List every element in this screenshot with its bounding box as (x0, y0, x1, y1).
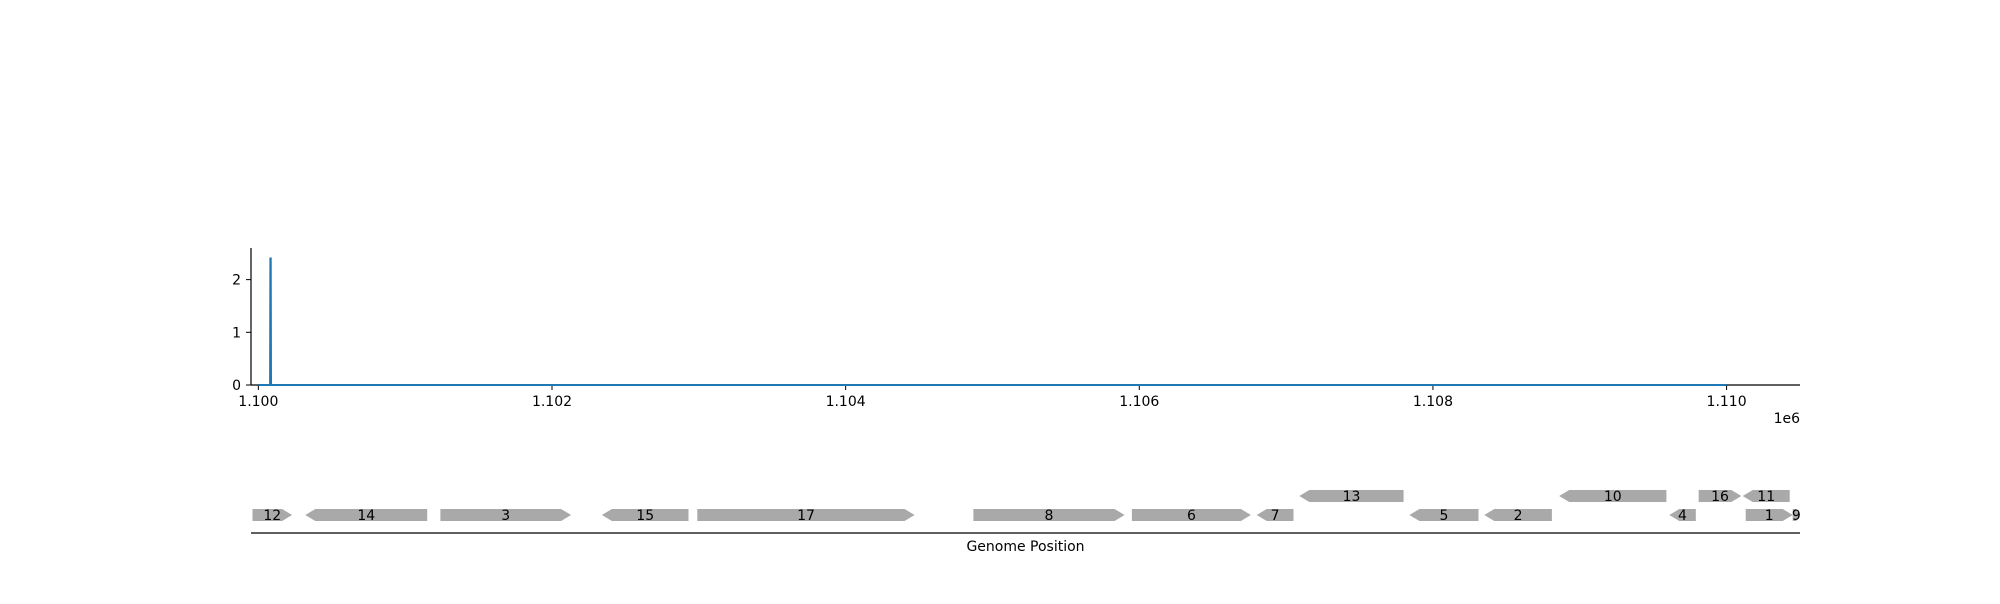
gene-feature-label: 6 (1187, 508, 1196, 524)
gene-feature-4 (1669, 509, 1696, 521)
gene-feature-label: 13 (1343, 489, 1361, 505)
gene-feature-label: 16 (1711, 489, 1729, 505)
gene-feature-7 (1256, 509, 1294, 521)
x-tick-label: 1.110 (1707, 394, 1747, 410)
gene-feature-label: 12 (263, 508, 281, 524)
gene-feature-11 (1742, 490, 1790, 502)
gene-feature-12 (252, 509, 293, 521)
y-ticks: 0 1 2 (232, 273, 251, 394)
y-tick-label: 2 (232, 273, 241, 289)
gene-feature-10 (1559, 490, 1667, 502)
gene-feature-label: 3 (501, 508, 510, 524)
x-tick-label: 1.102 (532, 394, 572, 410)
gene-feature-6 (1131, 509, 1251, 521)
gene-feature-label: 17 (797, 508, 815, 524)
x-ticks: 1.100 1.102 1.104 1.106 1.108 1.110 (238, 385, 1747, 410)
coverage-panel: 1.100 1.102 1.104 1.106 1.108 1.110 0 1 2 1e6 (232, 248, 1800, 427)
gene-feature-label: 10 (1604, 489, 1622, 505)
gene-feature-1 (1745, 509, 1793, 521)
x-tick-label: 1.100 (238, 394, 278, 410)
x-tick-label: 1.104 (826, 394, 866, 410)
gene-feature-label: 5 (1440, 508, 1449, 524)
gene-feature-17 (697, 509, 915, 521)
y-tick-label: 0 (232, 378, 241, 394)
gene-feature-label: 14 (357, 508, 375, 524)
gene-feature-label: 4 (1678, 508, 1687, 524)
gene-feature-15 (601, 509, 689, 521)
gene-feature-16 (1698, 490, 1742, 502)
gene-track-x-label: Genome Position (966, 539, 1084, 555)
gene-feature-label: 15 (636, 508, 654, 524)
gene-feature-9 (1792, 509, 1800, 521)
gene-feature-label: 11 (1757, 489, 1775, 505)
gene-feature-label: 7 (1271, 508, 1280, 524)
gene-feature-label: 1 (1765, 508, 1774, 524)
y-tick-label: 1 (232, 325, 241, 341)
gene-feature-label: 2 (1514, 508, 1523, 524)
gene-feature-14 (305, 509, 428, 521)
series-line (258, 257, 1727, 386)
gene-feature-5 (1409, 509, 1479, 521)
x-axis-offset-label: 1e6 (1774, 411, 1801, 427)
x-tick-label: 1.108 (1413, 394, 1453, 410)
gene-feature-3 (440, 509, 572, 521)
gene-feature-label: 8 (1045, 508, 1054, 524)
gene-feature-2 (1484, 509, 1552, 521)
gene-feature-8 (973, 509, 1125, 521)
gene-feature-13 (1299, 490, 1404, 502)
gene-feature-label: 9 (1792, 508, 1801, 524)
x-tick-label: 1.106 (1119, 394, 1159, 410)
